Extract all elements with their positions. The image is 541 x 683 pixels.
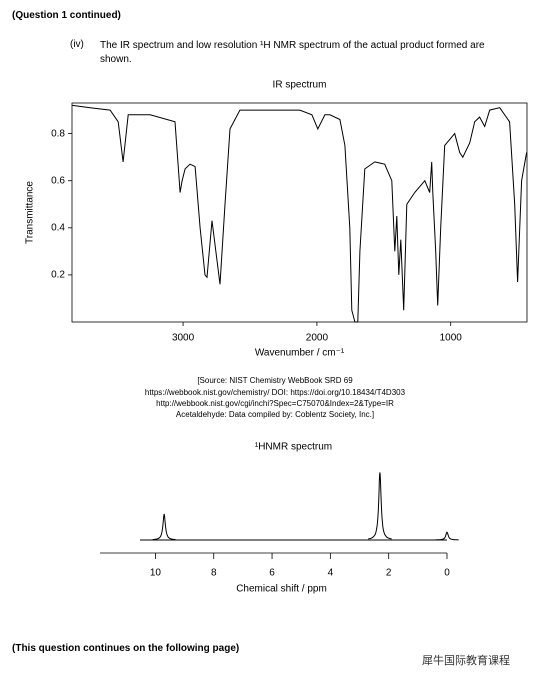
source-line: Acetaldehyde: Data compiled by: Coblentz… — [176, 410, 374, 419]
x-tick-label: 10 — [150, 568, 162, 579]
nmr-peak — [435, 531, 459, 541]
x-tick-label: 6 — [269, 568, 275, 579]
x-axis-label: Chemical shift / ppm — [236, 584, 327, 595]
x-tick-label: 1000 — [440, 333, 463, 344]
nmr-peak — [152, 513, 176, 541]
source-line: http://webbook.nist.gov/cgi/inchi?Spec=C… — [156, 399, 394, 408]
ir-trace — [72, 104, 528, 323]
x-tick-label: 4 — [328, 568, 334, 579]
y-tick-label: 0.8 — [51, 128, 65, 139]
nmr-peak — [368, 472, 392, 540]
y-tick-label: 0.2 — [51, 270, 65, 281]
chart-title: ¹HNMR spectrum — [255, 442, 332, 453]
y-tick-label: 0.6 — [51, 175, 65, 186]
footer: (This question continues on the followin… — [12, 643, 240, 654]
y-tick-label: 0.4 — [51, 222, 65, 233]
x-axis-label: Wavenumber / cm⁻¹ — [255, 348, 345, 359]
x-tick-label: 2 — [386, 568, 392, 579]
source-line: https://webbook.nist.gov/chemistry/ DOI:… — [145, 388, 406, 397]
plot-frame — [71, 102, 528, 323]
x-tick-label: 2000 — [306, 333, 329, 344]
part-text: The IR spectrum and low resolution ¹H NM… — [100, 40, 485, 65]
chart-title: IR spectrum — [273, 80, 327, 91]
y-axis-label: Transmittance — [25, 181, 36, 244]
logo: 犀牛国际教育课程 — [422, 655, 510, 667]
header: (Question 1 continued) — [12, 10, 121, 21]
source-line: [Source: NIST Chemistry WebBook SRD 69 — [197, 376, 353, 385]
x-tick-label: 0 — [444, 568, 450, 579]
x-tick-label: 8 — [211, 568, 217, 579]
part-label: (iv) — [70, 39, 84, 50]
x-tick-label: 3000 — [172, 333, 195, 344]
